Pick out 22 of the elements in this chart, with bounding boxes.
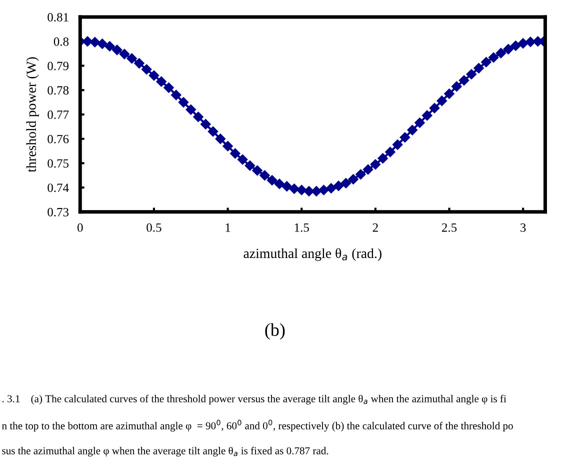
x-tick-label: 2 (372, 223, 378, 232)
y-tick-label: 0.73 (48, 208, 69, 216)
x-axis-title: azimuthal angle θ$_{a}$ (rad.) (244, 248, 382, 261)
text: n the top to the bottom are azimuthal angle φ = 90$^{0}$, 60$^{0}$ and 0$^{0}$, respectively (b) the calculated curve of the threshold po (2, 420, 513, 432)
text: . 3.1 (a) The calculated curves of the threshold power versus the average tilt angle θ$_{a}$ when the azimuthal angle φ is fi (2, 394, 506, 404)
y-tick-label: 0.8 (54, 37, 69, 46)
y-tick-label: 0.75 (48, 159, 69, 168)
text: sus the azimuthal angle φ when the average tilt angle θ$_{a}$ is fixed as 0.787 rad. (2, 446, 328, 457)
y-tick-label: 0.78 (48, 86, 69, 95)
y-tick-label: 0.76 (48, 134, 69, 144)
y-tick-label: 0.77 (48, 110, 69, 119)
y-tick-label: 0.74 (48, 184, 69, 192)
x-tick-label: 0.5 (146, 223, 162, 232)
x-tick-label: 1 (226, 223, 230, 232)
x-tick-label: 0 (77, 223, 83, 232)
x-tick-label: 2.5 (442, 223, 457, 232)
y-tick-label: 0.79 (48, 62, 69, 70)
x-tick-label: 1.5 (294, 223, 309, 232)
y-axis-title: threshold power (W) (26, 57, 39, 172)
text: (b) (265, 323, 285, 340)
x-tick-label: 3 (520, 223, 526, 232)
y-tick-label: 0.81 (48, 13, 68, 22)
